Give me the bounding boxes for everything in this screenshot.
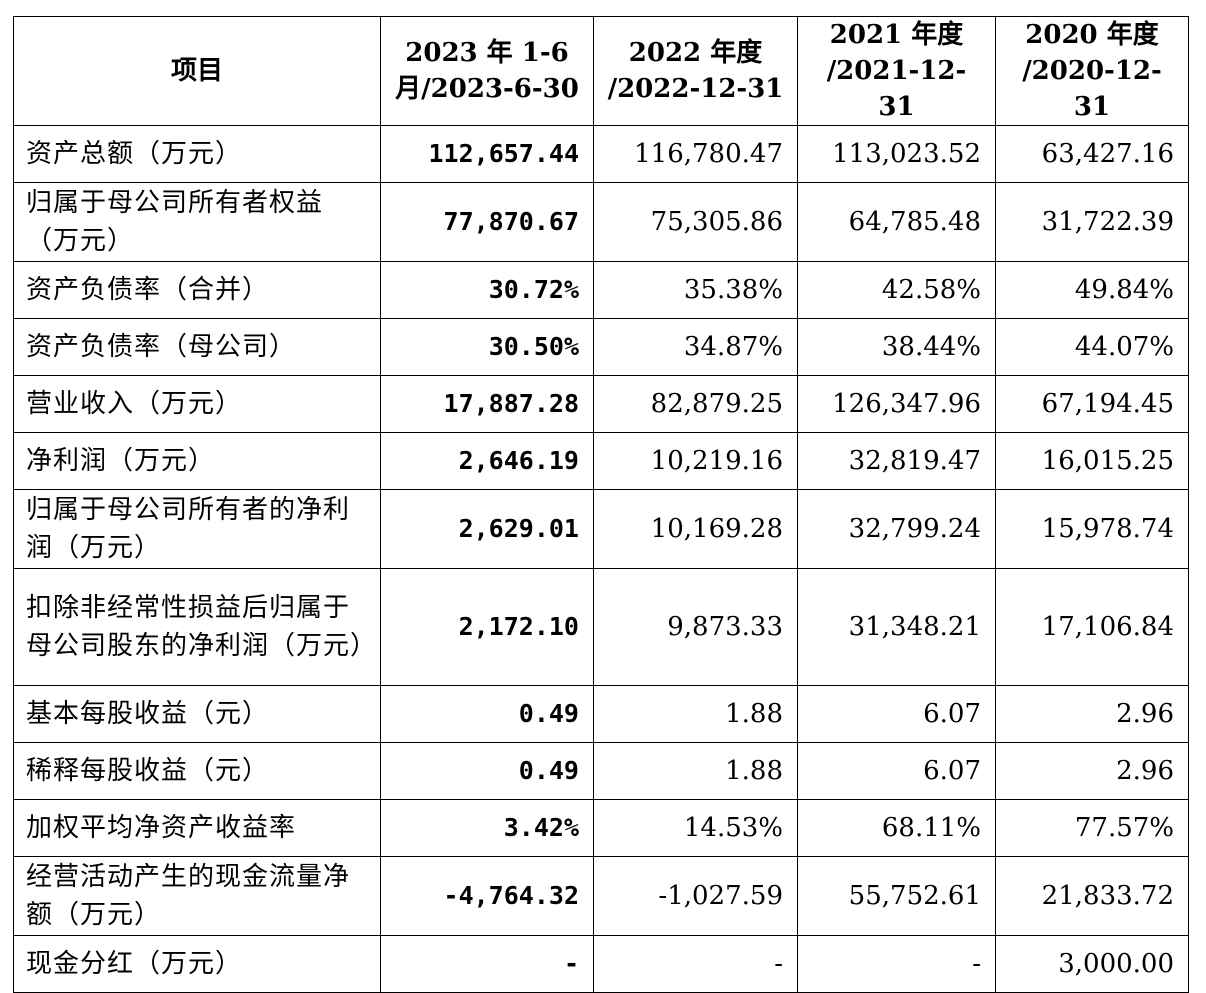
header-item: 项目 bbox=[13, 16, 381, 126]
table-header-row: 项目 2023 年 1-6 月/2023-6-30 2022 年度 /2022-… bbox=[13, 16, 1189, 126]
table-row: 稀释每股收益（元） 0.49 1.88 6.07 2.96 bbox=[13, 742, 1189, 800]
table-row: 资产总额（万元） 112,657.44 116,780.47 113,023.5… bbox=[13, 125, 1189, 183]
cell-2020: 17,106.84 bbox=[995, 568, 1189, 686]
cell-2020: 2.96 bbox=[995, 685, 1189, 743]
table-row: 资产负债率（合并） 30.72% 35.38% 42.58% 49.84% bbox=[13, 261, 1189, 319]
cell-2023h1: 2,629.01 bbox=[380, 489, 594, 569]
cell-2023h1: - bbox=[380, 935, 594, 993]
cell-2020: 15,978.74 bbox=[995, 489, 1189, 569]
cell-2020: 16,015.25 bbox=[995, 432, 1189, 490]
table-row: 资产负债率（母公司） 30.50% 34.87% 38.44% 44.07% bbox=[13, 318, 1189, 376]
table-row: 基本每股收益（元） 0.49 1.88 6.07 2.96 bbox=[13, 685, 1189, 743]
row-label: 营业收入（万元） bbox=[13, 375, 381, 433]
table-row: 经营活动产生的现金流量净额（万元） -4,764.32 -1,027.59 55… bbox=[13, 856, 1189, 936]
row-label: 加权平均净资产收益率 bbox=[13, 799, 381, 857]
cell-2021: 42.58% bbox=[797, 261, 996, 319]
cell-2022: 116,780.47 bbox=[593, 125, 798, 183]
cell-2023h1: 17,887.28 bbox=[380, 375, 594, 433]
cell-2021: 31,348.21 bbox=[797, 568, 996, 686]
cell-2020: 63,427.16 bbox=[995, 125, 1189, 183]
header-2022-line2: /2022-12-31 bbox=[607, 74, 784, 104]
cell-2022: 35.38% bbox=[593, 261, 798, 319]
table-row: 营业收入（万元） 17,887.28 82,879.25 126,347.96 … bbox=[13, 375, 1189, 433]
cell-2023h1: 2,172.10 bbox=[380, 568, 594, 686]
cell-2023h1: 30.72% bbox=[380, 261, 594, 319]
cell-2021: 68.11% bbox=[797, 799, 996, 857]
table-row: 净利润（万元） 2,646.19 10,219.16 32,819.47 16,… bbox=[13, 432, 1189, 490]
row-label: 归属于母公司所有者的净利润（万元） bbox=[13, 489, 381, 569]
table-row: 加权平均净资产收益率 3.42% 14.53% 68.11% 77.57% bbox=[13, 799, 1189, 857]
cell-2023h1: 2,646.19 bbox=[380, 432, 594, 490]
row-label: 资产负债率（合并） bbox=[13, 261, 381, 319]
cell-2022: -1,027.59 bbox=[593, 856, 798, 936]
row-label: 归属于母公司所有者权益（万元） bbox=[13, 182, 381, 262]
row-label: 净利润（万元） bbox=[13, 432, 381, 490]
header-2023h1: 2023 年 1-6 月/2023-6-30 bbox=[380, 16, 594, 126]
cell-2020: 2.96 bbox=[995, 742, 1189, 800]
cell-2021: 113,023.52 bbox=[797, 125, 996, 183]
row-label: 扣除非经常性损益后归属于母公司股东的净利润（万元） bbox=[13, 568, 381, 686]
cell-2023h1: 3.42% bbox=[380, 799, 594, 857]
cell-2021: 32,819.47 bbox=[797, 432, 996, 490]
cell-2021: 126,347.96 bbox=[797, 375, 996, 433]
row-label: 稀释每股收益（元） bbox=[13, 742, 381, 800]
header-2023h1-line2: 月/2023-6-30 bbox=[395, 74, 579, 104]
cell-2021: - bbox=[797, 935, 996, 993]
cell-2022: 82,879.25 bbox=[593, 375, 798, 433]
cell-2021: 6.07 bbox=[797, 742, 996, 800]
header-2021-line2: /2021-12-31 bbox=[826, 56, 967, 122]
table-row: 归属于母公司所有者的净利润（万元） 2,629.01 10,169.28 32,… bbox=[13, 489, 1189, 569]
cell-2022: 75,305.86 bbox=[593, 182, 798, 262]
row-label: 基本每股收益（元） bbox=[13, 685, 381, 743]
cell-2023h1: -4,764.32 bbox=[380, 856, 594, 936]
row-label: 经营活动产生的现金流量净额（万元） bbox=[13, 856, 381, 936]
cell-2023h1: 0.49 bbox=[380, 742, 594, 800]
cell-2022: 10,169.28 bbox=[593, 489, 798, 569]
cell-2022: 1.88 bbox=[593, 742, 798, 800]
header-2021-line1: 2021 年度 bbox=[829, 20, 964, 50]
cell-2020: 3,000.00 bbox=[995, 935, 1189, 993]
table-row: 归属于母公司所有者权益（万元） 77,870.67 75,305.86 64,7… bbox=[13, 182, 1189, 262]
header-2020-line2: /2020-12-31 bbox=[1022, 56, 1162, 122]
cell-2020: 67,194.45 bbox=[995, 375, 1189, 433]
cell-2022: 34.87% bbox=[593, 318, 798, 376]
cell-2020: 49.84% bbox=[995, 261, 1189, 319]
header-2022: 2022 年度 /2022-12-31 bbox=[593, 16, 798, 126]
cell-2022: 1.88 bbox=[593, 685, 798, 743]
header-2022-line1: 2022 年度 bbox=[628, 38, 763, 68]
table-row: 现金分红（万元） - - - 3,000.00 bbox=[13, 935, 1189, 993]
cell-2023h1: 112,657.44 bbox=[380, 125, 594, 183]
header-2020-line1: 2020 年度 bbox=[1025, 20, 1159, 50]
cell-2020: 77.57% bbox=[995, 799, 1189, 857]
cell-2020: 21,833.72 bbox=[995, 856, 1189, 936]
cell-2021: 6.07 bbox=[797, 685, 996, 743]
table-row: 扣除非经常性损益后归属于母公司股东的净利润（万元） 2,172.10 9,873… bbox=[13, 568, 1189, 686]
cell-2022: 14.53% bbox=[593, 799, 798, 857]
cell-2023h1: 30.50% bbox=[380, 318, 594, 376]
row-label: 资产总额（万元） bbox=[13, 125, 381, 183]
cell-2023h1: 77,870.67 bbox=[380, 182, 594, 262]
row-label: 资产负债率（母公司） bbox=[13, 318, 381, 376]
cell-2023h1: 0.49 bbox=[380, 685, 594, 743]
cell-2020: 31,722.39 bbox=[995, 182, 1189, 262]
header-2020: 2020 年度 /2020-12-31 bbox=[995, 16, 1189, 126]
cell-2021: 38.44% bbox=[797, 318, 996, 376]
cell-2022: 10,219.16 bbox=[593, 432, 798, 490]
cell-2021: 64,785.48 bbox=[797, 182, 996, 262]
cell-2021: 32,799.24 bbox=[797, 489, 996, 569]
cell-2022: 9,873.33 bbox=[593, 568, 798, 686]
row-label: 现金分红（万元） bbox=[13, 935, 381, 993]
cell-2021: 55,752.61 bbox=[797, 856, 996, 936]
cell-2020: 44.07% bbox=[995, 318, 1189, 376]
financial-summary-table: 项目 2023 年 1-6 月/2023-6-30 2022 年度 /2022-… bbox=[13, 16, 1189, 993]
header-2021: 2021 年度 /2021-12-31 bbox=[797, 16, 996, 126]
header-2023h1-line1: 2023 年 1-6 bbox=[405, 38, 569, 68]
